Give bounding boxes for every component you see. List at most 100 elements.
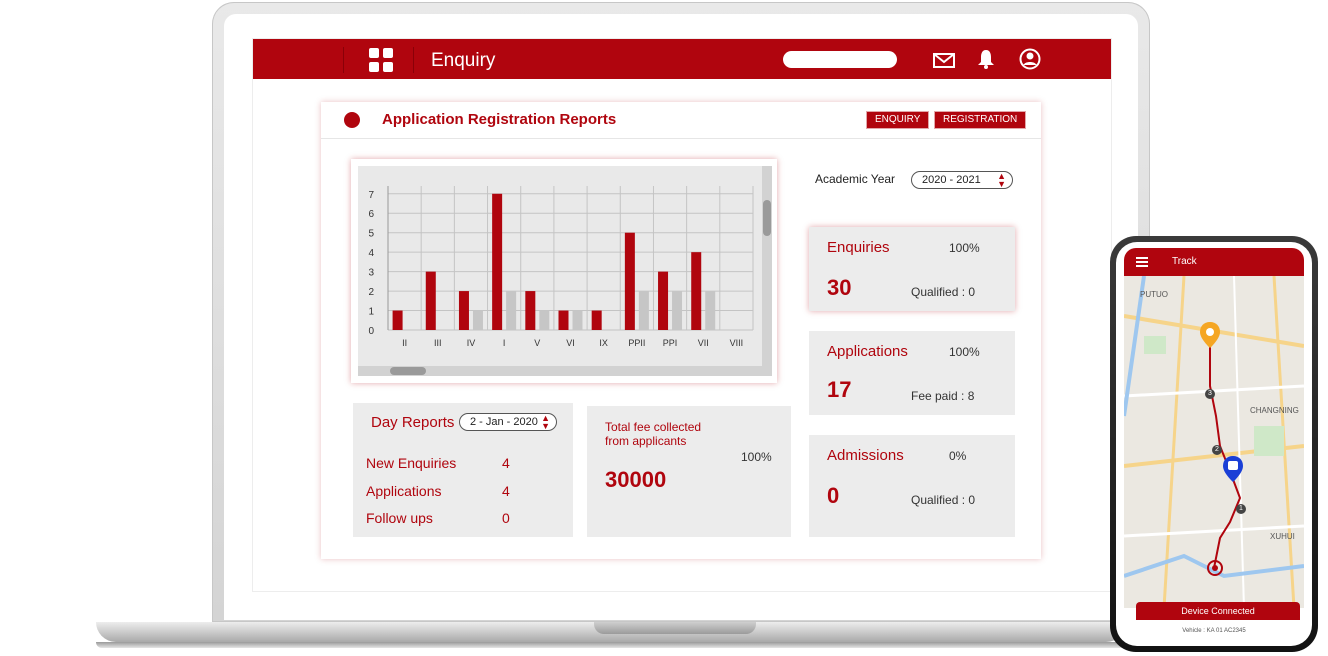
applications-fee-paid: Fee paid : 8	[911, 389, 975, 403]
academic-year-select[interactable]: 2020 - 2021 ▲ ▼	[911, 171, 1013, 189]
menu-icon[interactable]	[1136, 257, 1148, 267]
chart-bar	[658, 271, 669, 330]
bell-icon[interactable]	[977, 49, 995, 69]
day-row-value: 4	[502, 455, 510, 471]
day-reports-title: Day Reports	[371, 414, 455, 431]
chart-x-tick: III	[434, 338, 442, 348]
card-header: Application Registration Reports ENQUIRY…	[321, 102, 1041, 139]
academic-year-label: Academic Year	[815, 172, 896, 186]
chart-bar	[691, 252, 702, 330]
chart-scroll-thumb[interactable]	[390, 367, 426, 375]
user-profile-icon[interactable]	[1019, 48, 1041, 70]
applications-count: 17	[827, 377, 852, 402]
mail-icon[interactable]	[933, 53, 955, 68]
chart-bar	[425, 271, 436, 330]
chart-x-tick: V	[534, 338, 540, 348]
enquiries-count: 30	[827, 275, 852, 300]
chart-bar	[705, 291, 716, 330]
chart-x-tick: PPII	[628, 338, 645, 348]
enquiries-percent: 100%	[949, 241, 980, 255]
day-row-label: Applications	[366, 483, 442, 499]
chart-y-tick: 1	[368, 307, 374, 318]
day-reports-box: Day Reports 2 - Jan - 2020 ▲ ▼ New Enquir…	[353, 403, 573, 537]
enquiries-label: Enquiries	[827, 239, 890, 256]
page-title: Enquiry	[431, 50, 496, 71]
select-arrows-icon: ▲ ▼	[997, 171, 1006, 189]
laptop-foot	[96, 642, 1126, 648]
academic-year-value: 2020 - 2021	[922, 174, 981, 186]
bus-location-icon[interactable]	[1223, 456, 1243, 482]
phone-title: Track	[1172, 256, 1197, 267]
chart-y-tick: 4	[368, 248, 374, 259]
phone-screen: Track PUTUO CHANGNING XUHUI 3 2	[1116, 242, 1312, 646]
chart-bar	[392, 310, 403, 330]
chart-bar	[506, 291, 517, 330]
chart-bar	[458, 291, 469, 330]
chart-area: 0 1 2 3 4 5 6 7 II III IV I V VI IX PPII PPI VII VIII	[358, 166, 772, 376]
chart-bar	[539, 310, 550, 330]
enquiry-button[interactable]: ENQUIRY	[867, 112, 929, 128]
select-arrows-icon: ▲ ▼	[541, 413, 550, 431]
chart-bar	[558, 310, 569, 330]
search-input[interactable]	[783, 51, 897, 68]
day-report-date-select[interactable]: 2 - Jan - 2020 ▲ ▼	[459, 413, 557, 431]
day-row-value: 4	[502, 483, 510, 499]
chart-x-tick: PPI	[663, 338, 678, 348]
start-pin-icon[interactable]	[1200, 322, 1220, 348]
status-dot	[344, 112, 360, 128]
chart-x-tick: II	[402, 338, 407, 348]
total-fee-percent: 100%	[741, 450, 772, 464]
admissions-label: Admissions	[827, 447, 904, 464]
chart-scroll-thumb[interactable]	[763, 200, 771, 236]
total-fee-box: Total fee collected from applicants 100%…	[587, 406, 791, 537]
applications-percent: 100%	[949, 345, 980, 359]
day-row-value: 0	[502, 510, 510, 526]
chart-y-tick: 5	[368, 229, 374, 240]
chart-x-tick: IV	[467, 338, 476, 348]
destination-target-icon[interactable]	[1207, 560, 1223, 576]
card-title: Application Registration Reports	[382, 111, 617, 128]
chart-bar	[672, 291, 683, 330]
chart-vertical-scrollbar	[762, 166, 772, 366]
route-stop-2[interactable]: 2	[1212, 445, 1222, 455]
bar-chart-panel: 0 1 2 3 4 5 6 7 II III IV I V VI IX PPII PPI VII VIII	[351, 159, 777, 383]
chart-y-tick: 0	[368, 326, 374, 337]
admissions-percent: 0%	[949, 449, 967, 463]
chart-x-tick: VII	[698, 338, 709, 348]
enquiries-qualified: Qualified : 0	[911, 285, 976, 299]
admissions-stat-box[interactable]: Admissions 0% 0 Qualified : 0	[809, 435, 1015, 537]
chart-bar	[572, 310, 583, 330]
chart-y-tick: 2	[368, 287, 374, 298]
enquiries-stat-box[interactable]: Enquiries 100% 30 Qualified : 0	[809, 227, 1015, 311]
route-stop-3[interactable]: 3	[1205, 389, 1215, 399]
registration-button[interactable]: REGISTRATION	[935, 112, 1026, 128]
chart-y-tick: 7	[368, 190, 374, 201]
chart-bar	[472, 310, 483, 330]
top-bar: Enquiry	[253, 39, 1111, 79]
chart-x-tick: VIII	[730, 338, 744, 348]
apps-grid-icon[interactable]	[369, 48, 393, 72]
chart-x-tick: I	[503, 338, 506, 348]
chart-bar	[591, 310, 602, 330]
map-label: PUTUO	[1140, 290, 1168, 299]
chart-bar	[638, 291, 649, 330]
route-stop-1[interactable]: 1	[1236, 504, 1246, 514]
phone-app-bar: Track	[1124, 248, 1304, 276]
track-map[interactable]: PUTUO CHANGNING XUHUI 3 2 1	[1124, 276, 1304, 608]
applications-label: Applications	[827, 343, 908, 360]
applications-stat-box[interactable]: Applications 100% 17 Fee paid : 8	[809, 331, 1015, 415]
device-connected-button[interactable]: Device Connected	[1136, 602, 1300, 620]
laptop-notch	[594, 622, 756, 634]
total-fee-amount: 30000	[605, 467, 667, 492]
map-label: CHANGNING	[1250, 406, 1299, 415]
chart-y-tick: 6	[368, 209, 374, 220]
registration-report-card: Application Registration Reports ENQUIRY…	[321, 102, 1041, 559]
chart-y-tick: 3	[368, 268, 374, 279]
header-divider	[343, 47, 344, 73]
admissions-count: 0	[827, 483, 840, 508]
map-label: XUHUI	[1270, 532, 1295, 541]
chart-x-tick: IX	[599, 338, 608, 348]
total-fee-label: Total fee collected from applicants	[605, 420, 702, 448]
chart-x-tick: VI	[566, 338, 575, 348]
